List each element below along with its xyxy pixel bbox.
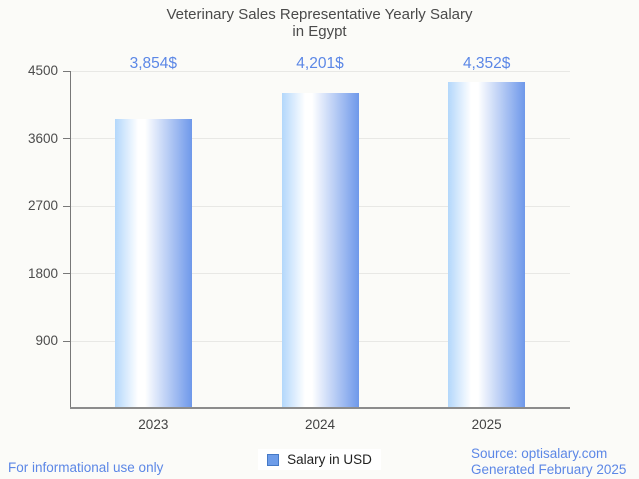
x-tick-label-2024: 2024 <box>304 417 336 432</box>
y-tick-label-1800: 1800 <box>27 265 58 281</box>
y-tick-1800 <box>63 273 70 274</box>
y-tick-label-3600: 3600 <box>27 130 58 146</box>
x-tick-label-2023: 2023 <box>138 417 169 432</box>
y-tick-4500 <box>63 70 70 72</box>
generated-text: Generated February 2025 <box>471 461 627 477</box>
source-block: Source: optisalary.com Generated Februar… <box>471 446 626 477</box>
chart-title-line2: in Egypt <box>292 23 347 40</box>
value-label-2024: 4,201$ <box>296 55 344 72</box>
x-tick-label-2025: 2025 <box>471 417 502 432</box>
chart-title-line1: Veterinary Sales Representative Yearly S… <box>166 6 473 23</box>
y-tick-3600 <box>63 138 70 139</box>
x-axis-line <box>70 407 570 409</box>
disclaimer-text: For informational use only <box>8 460 164 475</box>
value-label-2025: 4,352$ <box>462 55 511 72</box>
legend: Salary in USD <box>0 449 639 470</box>
y-tick-label-2700: 2700 <box>27 198 58 213</box>
y-axis-line <box>70 70 71 408</box>
bar-2024[interactable] <box>281 92 359 408</box>
legend-item-salary[interactable]: Salary in USD <box>258 449 381 470</box>
y-tick-2700 <box>63 205 70 207</box>
value-label-2023: 3,854$ <box>129 55 178 72</box>
legend-marker-icon <box>267 453 280 466</box>
y-tick-900 <box>63 340 70 342</box>
source-link[interactable]: Source: optisalary.com <box>471 446 608 461</box>
legend-label: Salary in USD <box>287 452 372 467</box>
bar-2023[interactable] <box>114 118 192 408</box>
bar-2025[interactable] <box>448 81 526 408</box>
gridline-4500 <box>70 70 570 72</box>
y-tick-label-900: 900 <box>35 333 58 348</box>
y-tick-label-4500: 4500 <box>27 63 58 78</box>
chart-title: Veterinary Sales Representative Yearly S… <box>0 6 639 40</box>
